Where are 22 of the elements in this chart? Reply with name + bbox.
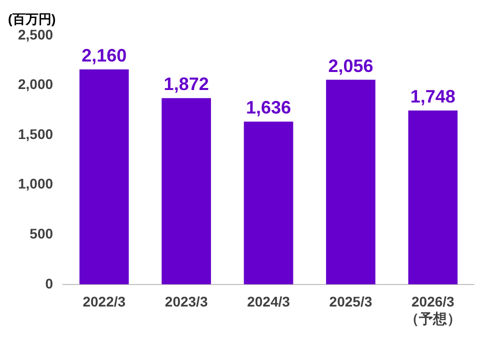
bar bbox=[408, 110, 458, 284]
y-axis-title: (百万円) bbox=[8, 11, 56, 26]
y-tick-label: 1,500 bbox=[18, 126, 54, 142]
data-label: 1,636 bbox=[246, 98, 292, 118]
y-tick-label: 1,000 bbox=[18, 176, 54, 192]
y-tick-label: 2,500 bbox=[18, 26, 54, 42]
x-tick-label: 2025/3 bbox=[329, 294, 372, 310]
data-label: 2,056 bbox=[328, 56, 374, 76]
bar bbox=[244, 122, 294, 284]
y-tick-label: 2,000 bbox=[18, 76, 54, 92]
data-label: 2,160 bbox=[82, 45, 127, 66]
x-tick-label: 2022/3 bbox=[82, 294, 126, 310]
x-tick-label: 2026/3 （予想） bbox=[404, 294, 461, 326]
x-tick-label: 2023/3 bbox=[164, 294, 208, 310]
y-tick-label: 0 bbox=[45, 275, 54, 292]
x-tick-label: 2024/3 bbox=[247, 294, 290, 310]
bar bbox=[326, 80, 376, 284]
data-label: 1,748 bbox=[410, 86, 456, 106]
bar bbox=[79, 69, 129, 284]
data-label: 1,872 bbox=[164, 74, 209, 94]
y-tick-label: 500 bbox=[30, 226, 54, 242]
bar bbox=[162, 98, 211, 284]
